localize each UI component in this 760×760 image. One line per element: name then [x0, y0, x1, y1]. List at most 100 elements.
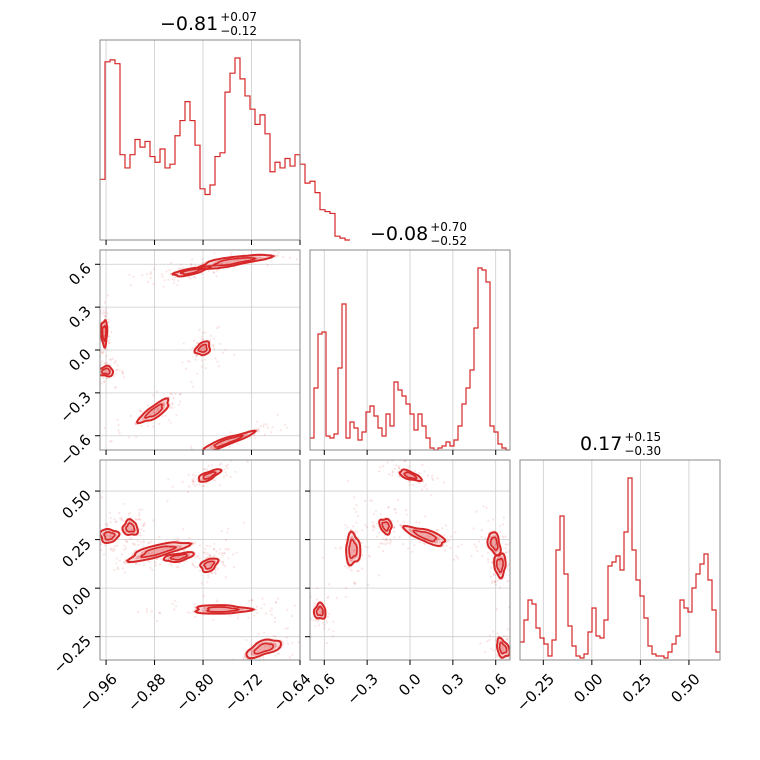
sample-point: [146, 280, 149, 283]
sample-point: [97, 541, 99, 543]
sample-point: [147, 560, 150, 563]
sample-point: [209, 554, 212, 557]
x-tick-label: −0.25: [513, 670, 558, 715]
sample-point: [261, 597, 264, 600]
sample-point: [473, 543, 476, 546]
sample-point: [110, 439, 113, 442]
contour-inner: [202, 471, 217, 480]
sample-point: [472, 527, 475, 530]
sample-point: [97, 369, 99, 371]
sample-point: [96, 380, 98, 382]
sample-point: [507, 564, 510, 567]
sample-point: [214, 456, 216, 458]
sample-point: [209, 334, 212, 337]
sample-point: [266, 243, 268, 245]
sample-point: [168, 405, 171, 408]
title-upper-error: +0.70: [430, 220, 467, 234]
density-fill-outer: [399, 524, 448, 548]
sample-point: [174, 276, 177, 279]
sample-point: [140, 424, 143, 427]
sample-point: [344, 587, 348, 590]
sample-point: [107, 339, 110, 342]
sample-point: [108, 341, 111, 344]
sample-point: [479, 642, 482, 645]
sample-point: [194, 615, 197, 619]
sample-point: [246, 460, 249, 463]
panel-title: 0.17: [580, 433, 622, 455]
sample-point: [106, 524, 109, 527]
sample-point: [173, 599, 176, 602]
sample-point: [215, 275, 218, 278]
sample-point: [106, 348, 109, 351]
sample-point: [206, 451, 208, 453]
sample-point: [251, 598, 254, 602]
sample-point: [222, 563, 225, 566]
sample-point: [131, 542, 135, 545]
sample-point: [208, 260, 211, 263]
sample-point: [214, 568, 217, 571]
sample-point: [118, 432, 121, 435]
sample-point: [357, 569, 360, 573]
sample-point: [501, 648, 504, 651]
sample-point: [201, 258, 204, 261]
sample-point: [116, 544, 119, 547]
sample-point: [308, 257, 310, 259]
sample-point: [263, 433, 267, 436]
histogram-panel-1: −0.08 +0.70−0.52: [309, 220, 511, 455]
sample-point: [211, 572, 214, 575]
sample-point: [227, 557, 230, 560]
sample-point: [174, 539, 178, 542]
sample-point: [367, 583, 370, 587]
sample-point: [171, 401, 174, 404]
sample-point: [176, 565, 179, 569]
sample-point: [353, 549, 356, 552]
sample-point: [277, 251, 280, 254]
sample-point: [405, 513, 408, 516]
sample-point: [116, 566, 119, 569]
sample-point: [216, 567, 219, 571]
sample-point: [130, 537, 133, 540]
sample-point: [411, 550, 414, 553]
sample-point: [90, 578, 92, 580]
sample-point: [181, 480, 184, 484]
sample-point: [435, 528, 438, 532]
sample-point: [84, 561, 86, 563]
sample-point: [186, 611, 189, 614]
sample-point: [129, 284, 132, 287]
sample-point: [208, 545, 211, 548]
sample-point: [169, 406, 172, 409]
density-fill-outer: [243, 638, 284, 660]
sample-point: [412, 483, 415, 486]
sample-point: [480, 529, 483, 532]
sample-point: [138, 512, 141, 515]
sample-point: [203, 346, 206, 349]
contour-inner: [143, 403, 163, 419]
sample-point: [354, 583, 357, 586]
sample-point: [415, 521, 418, 524]
sample-point: [191, 563, 194, 566]
sample-point: [477, 540, 480, 543]
sample-point: [215, 269, 218, 272]
sample-point: [438, 541, 441, 544]
sample-point: [199, 454, 201, 456]
sample-point: [382, 542, 386, 545]
sample-point: [222, 560, 225, 563]
contour-inner: [381, 521, 390, 532]
contour-inner: [213, 434, 245, 448]
sample-point: [89, 381, 91, 383]
sample-point: [495, 608, 498, 611]
sample-point: [201, 359, 204, 362]
sample-point: [387, 506, 390, 509]
sample-point: [379, 542, 382, 545]
sample-point: [194, 358, 197, 361]
sample-point: [389, 540, 393, 543]
contour-outer: [171, 265, 214, 278]
sample-point: [174, 392, 177, 396]
sample-point: [220, 530, 223, 533]
sample-point: [338, 547, 342, 550]
contour-inner: [169, 553, 188, 561]
contour-outer: [100, 364, 115, 378]
contour-outer: [193, 604, 256, 615]
sample-point: [209, 668, 211, 670]
sample-point: [103, 380, 106, 383]
